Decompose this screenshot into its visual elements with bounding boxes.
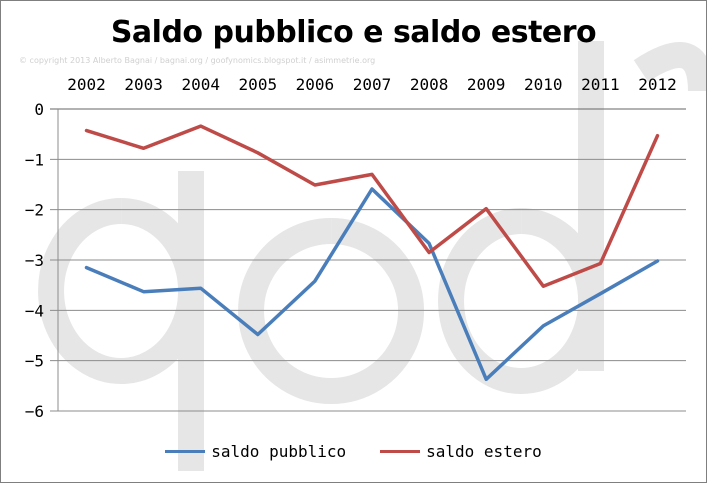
- legend: saldo pubblico saldo estero: [1, 439, 706, 463]
- x-tick-label: 2007: [353, 75, 392, 94]
- x-tick-label: 2008: [410, 75, 449, 94]
- series-line-saldo-pubblico: [84, 187, 660, 382]
- y-tick-label: −6: [25, 402, 44, 421]
- x-tick-label: 2003: [124, 75, 163, 94]
- y-axis-ticks: 0 −1 −2 −3 −4 −5 −6: [25, 100, 44, 421]
- series-line-saldo-estero: [84, 124, 660, 288]
- legend-label-saldo-pubblico: saldo pubblico: [211, 441, 347, 461]
- series-lines: [84, 124, 660, 382]
- x-tick-label: 2012: [638, 75, 677, 94]
- x-tick-label: 2005: [239, 75, 278, 94]
- y-tick-label: 0: [34, 100, 44, 119]
- x-tick-label: 2010: [524, 75, 563, 94]
- legend-swatch-saldo-pubblico: [165, 449, 206, 453]
- x-tick-label: 2011: [581, 75, 620, 94]
- y-tick-label: −5: [25, 352, 44, 371]
- copyright-notice: © copyright 2013 Alberto Bagnai / bagnai…: [19, 56, 376, 65]
- y-tick-label: −3: [25, 251, 44, 270]
- grid-lines: [50, 108, 686, 412]
- y-tick-label: −1: [25, 150, 44, 169]
- y-tick-label: −4: [25, 301, 44, 320]
- x-tick-label: 2004: [181, 75, 220, 94]
- legend-label-saldo-estero: saldo estero: [426, 441, 542, 461]
- y-tick-label: −2: [25, 201, 44, 220]
- legend-item-saldo-estero: saldo estero: [380, 442, 542, 461]
- x-tick-label: 2006: [296, 75, 335, 94]
- legend-item-saldo-pubblico: saldo pubblico: [165, 442, 346, 461]
- chart-title: Saldo pubblico e saldo estero: [110, 15, 597, 50]
- x-axis-ticks: 2002 2003 2004 2005 2006 2007 2008 2009 2010 2011…: [67, 75, 676, 94]
- legend-swatch-saldo-estero: [380, 449, 421, 453]
- x-tick-label: 2009: [467, 75, 506, 94]
- x-tick-label: 2002: [67, 75, 106, 94]
